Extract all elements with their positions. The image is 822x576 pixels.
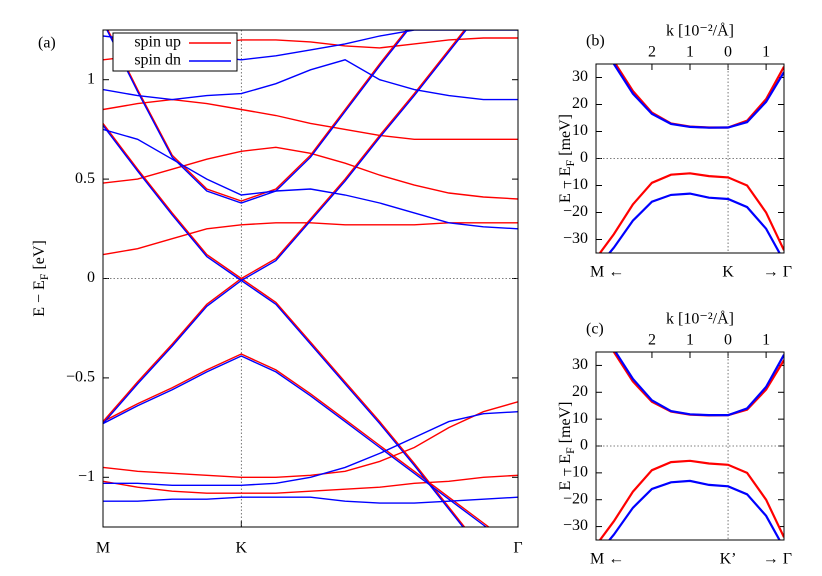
y-tick-label: 0 (87, 269, 95, 286)
x-tick-label: M (96, 540, 110, 557)
y-tick-label: −30 (563, 230, 588, 247)
band-line (103, 30, 467, 282)
y-tick-label: 20 (572, 95, 588, 112)
band-line (103, 222, 518, 256)
band-line (612, 64, 784, 129)
band-line (103, 411, 518, 486)
y-tick-label: 30 (572, 356, 588, 373)
y-label-sub: F (563, 447, 577, 454)
y-tick-label: −0.5 (66, 369, 95, 386)
y-label-unit: [meV] (557, 114, 574, 160)
band-line (607, 192, 781, 253)
y-tick-label: 30 (572, 68, 588, 85)
x-tick-label: 2 (648, 332, 656, 349)
y-axis-label: E − EF [eV] (31, 240, 51, 317)
bottom-label: M ← (590, 264, 624, 281)
band-line (607, 479, 781, 540)
y-tick-label: −10 (563, 176, 588, 193)
y-label-main: E − E (31, 280, 48, 317)
x-axis-label: k [10⁻²/Å] (666, 22, 734, 40)
band-line (103, 128, 518, 230)
legend-label: spin dn (134, 52, 181, 69)
bands (598, 352, 784, 540)
band-line (103, 474, 518, 494)
y-tick-label: −20 (563, 490, 588, 507)
bands (598, 64, 784, 253)
y-axis-label: E − EF [meV] (557, 401, 577, 490)
bottom-label: → Γ (763, 551, 792, 568)
band-line (103, 496, 518, 504)
legend-label: spin up (134, 34, 181, 51)
x-tick-label: 2 (648, 44, 656, 61)
band-line (103, 279, 464, 527)
x-tick-label: 1 (686, 332, 694, 349)
y-label-sub: F (563, 159, 577, 166)
bottom-label: → Γ (763, 264, 792, 281)
y-label-main: E − E (557, 166, 574, 203)
y-tick-label: −10 (563, 464, 588, 481)
band-line (598, 459, 784, 540)
plot-frame (595, 351, 785, 541)
band-line (103, 277, 466, 527)
band-line (107, 30, 408, 202)
panel-label: (c) (586, 321, 604, 338)
legend-box (112, 32, 238, 72)
panel-label: (a) (38, 35, 56, 52)
band-line (598, 172, 784, 253)
y-tick-label: 10 (572, 410, 588, 427)
y-label-main: E − E (557, 454, 574, 491)
x-tick-label: 0 (724, 332, 732, 349)
band-line (103, 30, 466, 280)
x-tick-label: 0 (724, 44, 732, 61)
x-tick-label: 1 (762, 44, 770, 61)
y-tick-label: 20 (572, 383, 588, 400)
y-tick-label: −30 (563, 517, 588, 534)
band-line (103, 401, 518, 478)
x-tick-label: Γ (513, 540, 522, 557)
band-line (103, 59, 518, 101)
band-line (103, 355, 488, 527)
plot-frame (102, 29, 519, 528)
y-axis-label: E − EF [meV] (557, 114, 577, 203)
y-tick-label: 10 (572, 122, 588, 139)
panel-label: (b) (586, 33, 605, 50)
band-line (106, 30, 409, 204)
band-line (103, 98, 518, 140)
y-tick-label: −1 (78, 468, 95, 485)
bottom-label: M ← (590, 551, 624, 568)
bands (103, 30, 518, 527)
x-tick-label: K (236, 540, 248, 557)
band-line (103, 146, 518, 200)
y-label-sub: F (37, 273, 51, 280)
band-line (103, 353, 490, 527)
y-tick-label: 0.5 (75, 170, 95, 187)
x-tick-label: 1 (762, 332, 770, 349)
y-tick-label: 0 (580, 149, 588, 166)
band-line (614, 352, 784, 417)
x-axis-label: k [10⁻²/Å] (666, 310, 734, 328)
y-tick-label: −20 (563, 203, 588, 220)
bottom-label: K (722, 264, 734, 281)
x-tick-label: 1 (686, 44, 694, 61)
y-tick-label: 1 (87, 70, 95, 87)
y-label-unit: [eV] (31, 240, 48, 273)
plot-frame (595, 63, 785, 254)
y-label-unit: [meV] (557, 401, 574, 447)
bottom-label: K’ (720, 551, 737, 568)
y-tick-label: 0 (580, 437, 588, 454)
